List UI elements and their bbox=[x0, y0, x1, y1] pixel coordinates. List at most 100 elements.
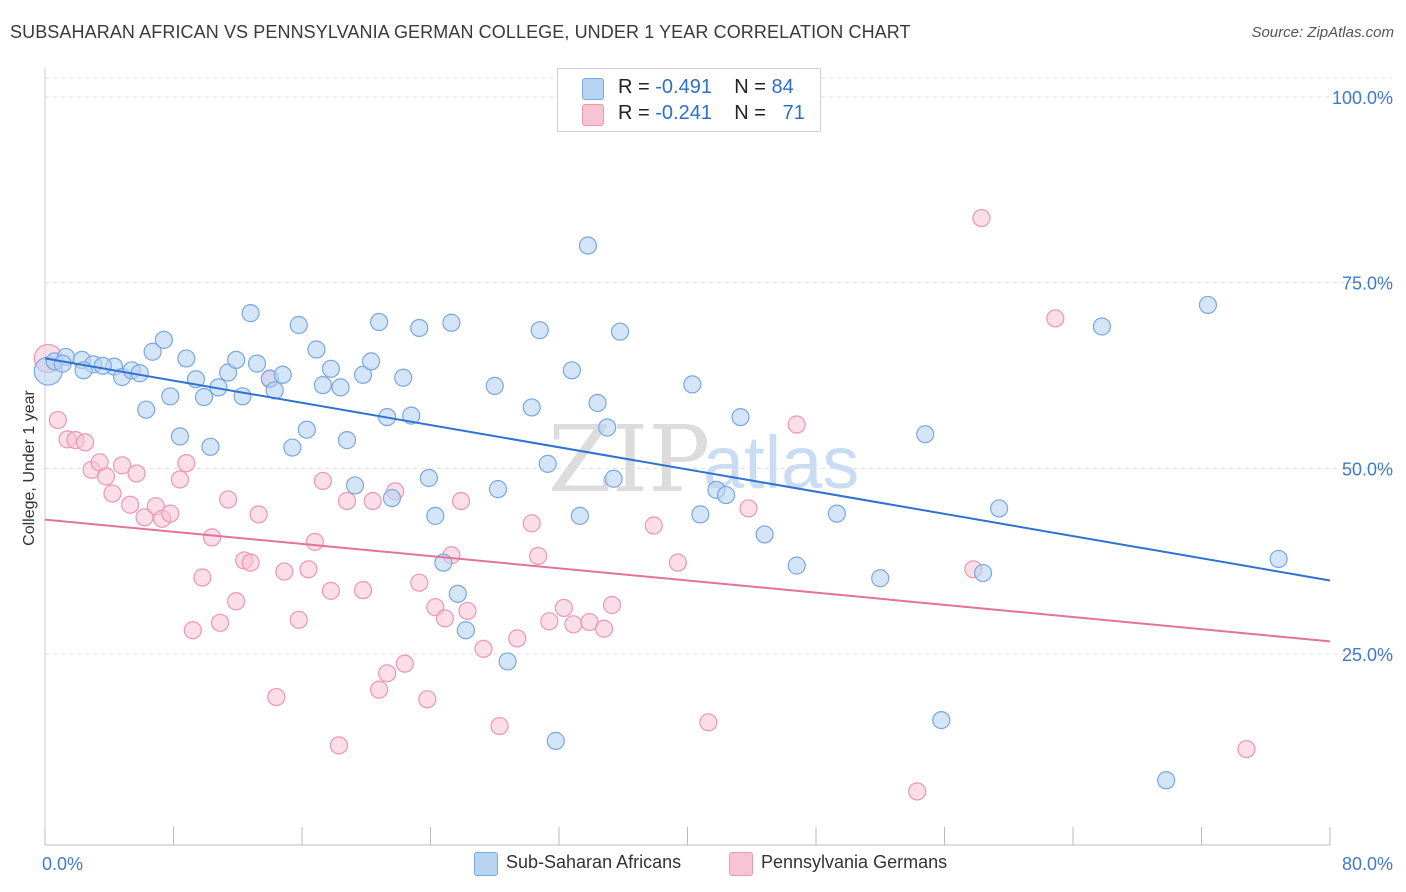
pink-point bbox=[458, 601, 477, 621]
pink-point bbox=[540, 612, 559, 631]
blue-point bbox=[562, 361, 581, 380]
blue-point bbox=[402, 406, 421, 425]
blue-point bbox=[233, 387, 252, 406]
blue-point bbox=[973, 563, 993, 583]
pink-point bbox=[395, 654, 414, 673]
legend-n-value: 84 bbox=[771, 76, 794, 98]
blue-point bbox=[419, 468, 438, 488]
pink-point bbox=[48, 410, 67, 430]
blue-point bbox=[307, 340, 326, 359]
blue-point bbox=[337, 431, 357, 450]
pink-point bbox=[313, 471, 332, 491]
pink-point bbox=[668, 553, 687, 572]
pink-point bbox=[193, 568, 212, 587]
pink-point bbox=[76, 433, 95, 452]
chart-title: SUBSAHARAN AFRICAN VS PENNSYLVANIA GERMA… bbox=[10, 22, 911, 42]
blue-point bbox=[522, 398, 541, 417]
bottom-legend-swatch-pink bbox=[729, 852, 753, 876]
blue-point bbox=[177, 349, 196, 368]
legend-swatch-pink bbox=[582, 104, 604, 126]
blue-point bbox=[578, 236, 598, 255]
pink-point bbox=[490, 716, 509, 736]
blue-point bbox=[598, 418, 617, 437]
pink-point bbox=[183, 621, 202, 640]
blue-point bbox=[382, 488, 402, 508]
pink-point bbox=[435, 609, 455, 628]
blue-point bbox=[610, 322, 630, 341]
legend-r-value: -0.491 bbox=[655, 76, 712, 98]
blue-point bbox=[448, 584, 467, 603]
x-tick-label: 80.0% bbox=[1342, 854, 1393, 874]
pink-point bbox=[564, 615, 583, 634]
blue-point bbox=[247, 354, 267, 373]
y-tick-label: 100.0% bbox=[1332, 88, 1393, 108]
pink-point bbox=[227, 592, 246, 611]
blue-point bbox=[154, 330, 173, 349]
pink-point bbox=[249, 505, 268, 524]
blue-point bbox=[143, 342, 162, 361]
legend-n-label: N = bbox=[734, 76, 772, 98]
pink-point bbox=[161, 504, 180, 523]
blue-point bbox=[827, 504, 846, 523]
legend-swatch-blue bbox=[582, 78, 604, 100]
sub-saharan-trend-line bbox=[44, 357, 1331, 582]
blue-point bbox=[297, 420, 316, 439]
blue-point bbox=[410, 318, 429, 338]
pink-point bbox=[1237, 739, 1256, 759]
blue-point bbox=[530, 321, 549, 340]
pink-point bbox=[177, 454, 196, 473]
blue-point bbox=[456, 621, 475, 640]
blue-point bbox=[273, 365, 292, 384]
blue-point bbox=[691, 505, 710, 524]
legend-r-value: -0.241 bbox=[655, 102, 712, 124]
pink-point bbox=[170, 470, 190, 489]
pink-point bbox=[96, 467, 116, 486]
blue-point bbox=[227, 350, 246, 370]
pink-point bbox=[739, 499, 758, 518]
pink-point bbox=[972, 208, 991, 228]
pink-point bbox=[210, 613, 230, 632]
pink-point bbox=[363, 491, 382, 511]
pink-point bbox=[241, 553, 260, 572]
blue-point bbox=[394, 368, 413, 387]
y-tick-label: 75.0% bbox=[1342, 274, 1393, 294]
pink-point bbox=[202, 528, 222, 547]
blue-point bbox=[485, 376, 504, 395]
pink-point bbox=[135, 508, 154, 527]
pink-point bbox=[1046, 309, 1065, 328]
pink-point bbox=[305, 532, 324, 551]
blue-point bbox=[588, 393, 607, 413]
pink-point bbox=[289, 610, 308, 629]
pink-point bbox=[474, 639, 493, 658]
blue-point bbox=[345, 476, 365, 495]
blue-point bbox=[170, 427, 190, 446]
pink-point bbox=[329, 736, 349, 755]
trend-lines bbox=[44, 357, 1331, 643]
pink-point bbox=[699, 713, 718, 732]
pink-point bbox=[299, 560, 318, 579]
x-tick-label: 0.0% bbox=[42, 854, 83, 874]
pink-point bbox=[787, 415, 806, 434]
pink-point bbox=[112, 456, 132, 475]
blue-point bbox=[570, 506, 589, 525]
pink-point bbox=[353, 581, 373, 600]
blue-point bbox=[787, 556, 806, 575]
bottom-legend-label: Sub-Saharan Africans bbox=[506, 852, 682, 872]
blue-point bbox=[1092, 317, 1112, 336]
pink-point bbox=[103, 484, 122, 503]
pink-point bbox=[378, 664, 397, 683]
correlation-legend: R = -0.491 N = 84 R = -0.241 N = 71 bbox=[557, 68, 821, 132]
pink-point bbox=[337, 491, 357, 511]
blue-point bbox=[1157, 771, 1176, 790]
pink-point bbox=[594, 619, 614, 638]
blue-point bbox=[283, 438, 302, 457]
pink-point bbox=[121, 495, 140, 514]
pink-point bbox=[522, 514, 541, 533]
blue-point bbox=[442, 313, 461, 332]
blue-point bbox=[331, 378, 350, 397]
pink-point bbox=[418, 690, 437, 709]
pink-point bbox=[219, 490, 238, 509]
blue-point bbox=[201, 437, 220, 456]
blue-point bbox=[871, 569, 890, 588]
blue-point bbox=[498, 652, 517, 671]
